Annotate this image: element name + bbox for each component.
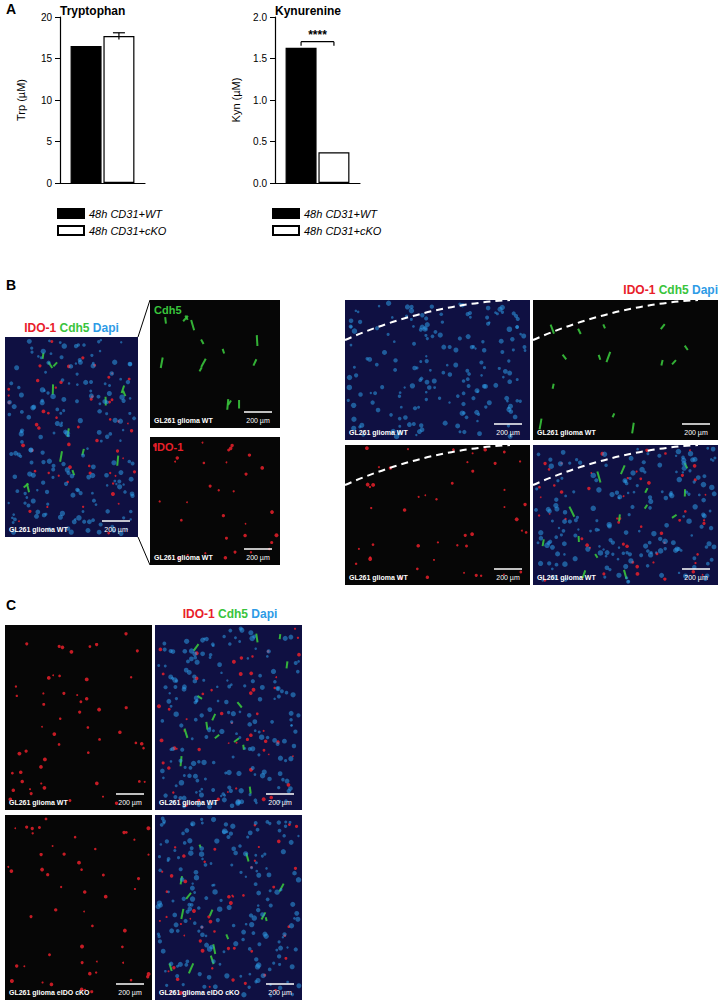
svg-text:48h CD31+WT: 48h CD31+WT [304, 208, 378, 220]
svg-text:IDO-1: IDO-1 [623, 283, 655, 297]
svg-text:15: 15 [41, 53, 53, 64]
svg-text:GL261 glioma WT: GL261 glioma WT [154, 417, 213, 425]
svg-text:B: B [6, 277, 16, 293]
svg-text:200 µm: 200 µm [268, 989, 292, 997]
svg-text:1.5: 1.5 [253, 53, 267, 64]
svg-text:GL261 glioma WT: GL261 glioma WT [9, 526, 68, 534]
svg-text:200 µm: 200 µm [268, 799, 292, 807]
svg-text:200 µm: 200 µm [684, 574, 708, 582]
svg-text:Cdh5: Cdh5 [154, 304, 182, 316]
svg-text:GL261 glioma eIDO cKO: GL261 glioma eIDO cKO [9, 989, 90, 997]
svg-text:2.0: 2.0 [253, 12, 267, 23]
svg-text:200 µm: 200 µm [246, 417, 270, 425]
svg-text:0.5: 0.5 [253, 136, 267, 147]
svg-text:0: 0 [46, 178, 52, 189]
svg-text:****: **** [308, 28, 327, 42]
svg-text:48h CD31+cKO: 48h CD31+cKO [89, 225, 167, 237]
svg-text:GL261 glioma WT: GL261 glioma WT [9, 799, 68, 807]
svg-text:GL261 glioma WT: GL261 glioma WT [537, 429, 596, 437]
svg-text:A: A [6, 1, 16, 17]
svg-text:GL261 glioma WT: GL261 glioma WT [537, 574, 596, 582]
svg-text:IDO-1: IDO-1 [183, 607, 215, 621]
svg-text:Cdh5: Cdh5 [60, 321, 90, 335]
svg-text:1.0: 1.0 [253, 95, 267, 106]
svg-text:Tryptophan: Tryptophan [60, 4, 125, 18]
svg-text:Dapi: Dapi [93, 321, 119, 335]
svg-text:Cdh5: Cdh5 [659, 283, 689, 297]
svg-text:10: 10 [41, 95, 53, 106]
svg-text:C: C [6, 597, 16, 613]
svg-text:Dapi: Dapi [251, 607, 277, 621]
svg-text:Kyn (µM): Kyn (µM) [230, 78, 242, 123]
svg-text:48h CD31+WT: 48h CD31+WT [89, 208, 163, 220]
svg-text:GL261 glioma WT: GL261 glioma WT [154, 554, 213, 562]
svg-text:200 µm: 200 µm [496, 429, 520, 437]
svg-text:0.0: 0.0 [253, 178, 267, 189]
svg-text:5: 5 [46, 136, 52, 147]
svg-text:200 µm: 200 µm [496, 574, 520, 582]
svg-text:48h CD31+cKO: 48h CD31+cKO [304, 225, 382, 237]
svg-text:GL261 glioma eIDO cKO: GL261 glioma eIDO cKO [159, 989, 240, 997]
svg-text:GL261 glioma WT: GL261 glioma WT [349, 574, 408, 582]
svg-text:20: 20 [41, 12, 53, 23]
svg-text:IDO-1: IDO-1 [24, 321, 56, 335]
svg-text:200 µm: 200 µm [104, 526, 128, 534]
svg-text:GL261 glioma WT: GL261 glioma WT [159, 799, 218, 807]
svg-text:200 µm: 200 µm [118, 799, 142, 807]
svg-text:Dapi: Dapi [692, 283, 718, 297]
svg-text:GL261 glioma WT: GL261 glioma WT [349, 429, 408, 437]
svg-text:200 µm: 200 µm [246, 554, 270, 562]
svg-text:IDO-1: IDO-1 [154, 441, 183, 453]
svg-text:200 µm: 200 µm [118, 989, 142, 997]
svg-text:200 µm: 200 µm [684, 429, 708, 437]
svg-text:Cdh5: Cdh5 [218, 607, 248, 621]
svg-text:Kynurenine: Kynurenine [275, 4, 341, 18]
svg-text:Trp (µM): Trp (µM) [15, 79, 27, 121]
